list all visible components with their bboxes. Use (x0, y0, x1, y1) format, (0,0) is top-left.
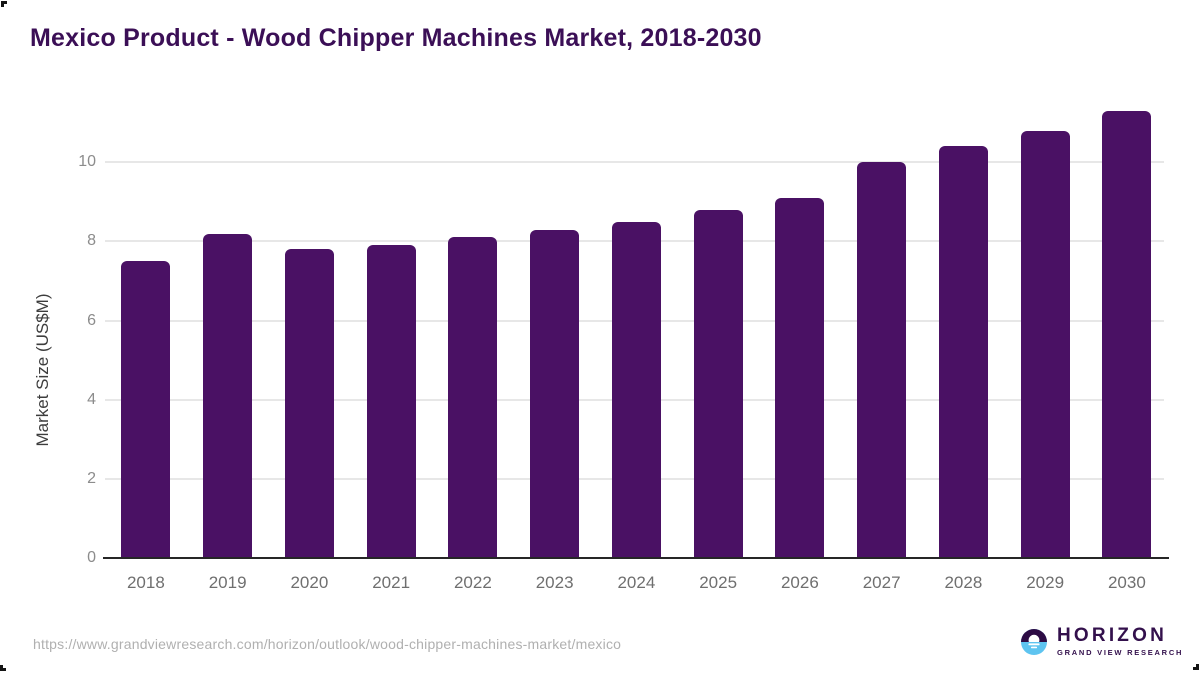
x-tick-label-2023: 2023 (535, 573, 574, 592)
bar-2021 (366, 245, 416, 558)
horizon-logo-text: HORIZON GRAND VIEW RESEARCH (1057, 626, 1183, 657)
x-tick-label-2019: 2019 (208, 573, 247, 592)
logo-name: HORIZON (1057, 625, 1168, 646)
x-axis-line (103, 557, 1169, 559)
y-tick-label-8: 8 (87, 232, 96, 250)
x-tick-label-2025: 2025 (699, 573, 738, 592)
bar-2026 (775, 197, 825, 558)
y-tick-label-4: 4 (87, 390, 96, 408)
x-tick-label-2020: 2020 (290, 573, 329, 592)
bar-2018 (121, 261, 171, 558)
bar-2027 (857, 162, 907, 558)
crop-mark-top-left (1, 1, 7, 7)
y-tick-label-0: 0 (87, 549, 96, 566)
x-tick-label-2028: 2028 (944, 573, 983, 592)
bar-2025 (693, 209, 743, 558)
x-tick-label-2029: 2029 (1026, 573, 1065, 592)
crop-mark-bottom-right (1193, 664, 1199, 670)
horizon-sun-icon (1021, 628, 1047, 655)
bar-2022 (448, 237, 498, 558)
bar-2030 (1102, 110, 1152, 558)
x-tick-label-2030: 2030 (1107, 573, 1146, 592)
bar-2023 (530, 229, 580, 558)
x-tick-label-2024: 2024 (617, 573, 656, 592)
bar-2024 (611, 221, 661, 558)
y-tick-label-6: 6 (87, 311, 96, 329)
y-tick-label-10: 10 (78, 153, 96, 171)
x-tick-label-2018: 2018 (126, 573, 165, 592)
x-tick-label-2026: 2026 (780, 573, 819, 592)
bar-2020 (284, 249, 334, 558)
y-axis-title: Market Size (US$M) (33, 293, 52, 447)
logo-subtitle: GRAND VIEW RESEARCH (1057, 648, 1184, 657)
bar-2029 (1020, 130, 1070, 558)
crop-mark-bottom-left (0, 665, 6, 671)
x-tick-label-2022: 2022 (453, 573, 492, 592)
x-tick-label-2027: 2027 (862, 573, 901, 592)
horizon-logo: HORIZON GRAND VIEW RESEARCH (1021, 626, 1183, 657)
bar-2028 (938, 146, 988, 558)
chart-title: Mexico Product - Wood Chipper Machines M… (30, 24, 762, 52)
x-tick-label-2021: 2021 (372, 573, 411, 592)
y-tick-label-2: 2 (87, 469, 96, 487)
gridline-10 (105, 161, 1164, 164)
bar-2019 (203, 233, 253, 558)
source-url: https://www.grandviewresearch.com/horizo… (33, 636, 622, 652)
